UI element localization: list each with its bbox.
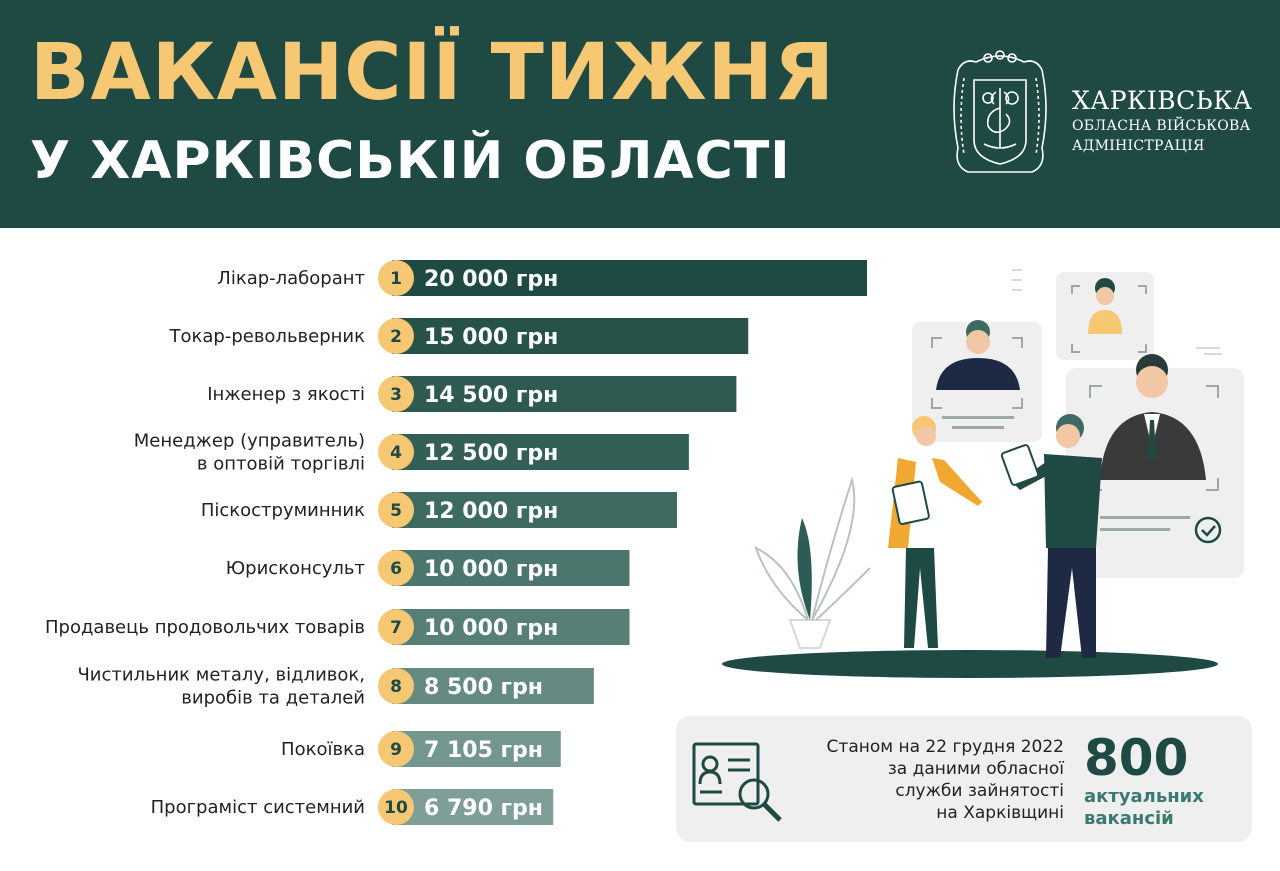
checkmark-icon bbox=[1194, 516, 1222, 544]
bar bbox=[392, 550, 630, 586]
bar-value-label: 12 000 грн bbox=[424, 499, 558, 524]
bar-value-label: 10 000 грн bbox=[424, 616, 558, 641]
rank-label: 9 bbox=[390, 740, 402, 760]
info-text-line: за даними обласної bbox=[887, 759, 1064, 779]
document-search-icon bbox=[692, 742, 782, 822]
category-label: Піскоструминник bbox=[201, 500, 365, 521]
bar-value-label: 14 500 грн bbox=[424, 383, 558, 408]
category-label-line: Продавець продовольчих товарів bbox=[45, 617, 365, 638]
vacancy-count-label-line1: актуальних bbox=[1084, 786, 1204, 807]
rank-label: 1 bbox=[390, 269, 402, 289]
category-label: Лікар-лаборант bbox=[217, 268, 365, 289]
vacancy-count-label-line2: вакансій bbox=[1084, 808, 1174, 829]
category-label: Менеджер (управитель) в оптовій торгівлі bbox=[134, 431, 365, 475]
rank-badge bbox=[378, 434, 414, 470]
recruiters-illustration bbox=[722, 269, 1244, 678]
profile-card-icon bbox=[1056, 272, 1154, 360]
rank-badge bbox=[378, 789, 414, 825]
bar bbox=[392, 376, 737, 412]
category-label: Покоївка bbox=[281, 739, 365, 760]
category-label-line: Юрисконсульт bbox=[226, 558, 365, 579]
org-name-line2: ОБЛАСНА ВІЙСЬКОВА bbox=[1072, 118, 1251, 134]
profile-card-icon bbox=[1066, 354, 1244, 578]
category-label-line: Лікар-лаборант bbox=[217, 268, 365, 289]
info-box: Станом на 22 грудня 2022 за даними облас… bbox=[676, 716, 1252, 842]
salary-bar-chart: 1 20 000 грн Лікар-лаборант 2 15 000 грн Тока… bbox=[45, 260, 867, 825]
rank-badge bbox=[378, 609, 414, 645]
rank-badge bbox=[378, 376, 414, 412]
rank-badge bbox=[378, 550, 414, 586]
category-label-line: виробів та деталей bbox=[181, 688, 365, 709]
bar-value-label: 6 790 грн bbox=[424, 796, 543, 821]
category-label-line: Покоївка bbox=[281, 739, 365, 760]
bar bbox=[392, 318, 749, 354]
bar bbox=[392, 434, 689, 470]
rank-badge bbox=[378, 492, 414, 528]
category-label-line: Програміст системний bbox=[151, 797, 365, 818]
header: ВАКАНСІЇ ТИЖНЯ У ХАРКІВСЬКІЙ ОБЛАСТІ ХАР… bbox=[0, 0, 1280, 228]
rank-label: 8 bbox=[390, 677, 402, 697]
coat-of-arms-icon bbox=[953, 50, 1047, 173]
rank-label: 5 bbox=[390, 501, 402, 521]
org-name: ХАРКІВСЬКА ОБЛАСНА ВІЙСЬКОВА АДМІНІСТРАЦ… bbox=[1072, 86, 1252, 156]
category-label-line: Токар-револьверник bbox=[168, 326, 365, 347]
info-text: Станом на 22 грудня 2022 за даними облас… bbox=[796, 736, 1064, 824]
bar bbox=[392, 609, 630, 645]
rank-label: 4 bbox=[390, 443, 402, 463]
vacancy-count-label: актуальних вакансій bbox=[1084, 786, 1204, 830]
category-label-line: в оптовій торгівлі bbox=[197, 454, 365, 475]
rank-badge bbox=[378, 731, 414, 767]
bar bbox=[392, 731, 561, 767]
bar-value-label: 12 500 грн bbox=[424, 441, 558, 466]
page-subtitle: У ХАРКІВСЬКІЙ ОБЛАСТІ bbox=[30, 131, 791, 191]
category-label-line: Піскоструминник bbox=[201, 500, 365, 521]
plant-icon bbox=[754, 476, 871, 649]
bar-value-label: 20 000 грн bbox=[424, 267, 558, 292]
vacancy-count: 800 bbox=[1084, 729, 1189, 787]
recruiters-icon bbox=[888, 414, 1102, 658]
category-label: Програміст системний bbox=[151, 797, 365, 818]
rank-badge bbox=[378, 668, 414, 704]
category-label: Продавець продовольчих товарів bbox=[45, 617, 365, 638]
category-label: Інженер з якості bbox=[207, 384, 365, 405]
category-label: Токар-револьверник bbox=[168, 326, 365, 347]
bar bbox=[392, 668, 594, 704]
info-text-line: Станом на 22 грудня 2022 bbox=[826, 737, 1064, 757]
org-name-line3: АДМІНІСТРАЦІЯ bbox=[1072, 138, 1205, 154]
category-label-line: Менеджер (управитель) bbox=[134, 431, 365, 452]
ground-shadow bbox=[722, 650, 1218, 678]
bar-value-label: 8 500 грн bbox=[424, 675, 543, 700]
org-name-line1: ХАРКІВСЬКА bbox=[1072, 86, 1253, 115]
category-label-line: Інженер з якості bbox=[207, 384, 365, 405]
rank-badge bbox=[378, 260, 414, 296]
rank-label: 2 bbox=[390, 327, 402, 347]
rank-label: 6 bbox=[390, 559, 402, 579]
bar-value-label: 15 000 грн bbox=[424, 325, 558, 350]
rank-label: 7 bbox=[390, 618, 402, 638]
page-title: ВАКАНСІЇ ТИЖНЯ bbox=[30, 28, 835, 118]
profile-card-icon bbox=[912, 320, 1042, 442]
rank-label: 10 bbox=[384, 798, 408, 818]
category-label: Чистильник металу, відливок, виробів та д… bbox=[77, 665, 365, 709]
info-text-line: служби зайнятості bbox=[895, 781, 1064, 801]
bar-value-label: 10 000 грн bbox=[424, 557, 558, 582]
info-text-line: на Харківщині bbox=[936, 803, 1064, 823]
category-label: Юрисконсульт bbox=[226, 558, 365, 579]
bar bbox=[392, 789, 554, 825]
bar-value-label: 7 105 грн bbox=[424, 738, 543, 763]
category-label-line: Чистильник металу, відливок, bbox=[77, 665, 365, 686]
bar bbox=[392, 492, 677, 528]
bar bbox=[392, 260, 867, 296]
rank-badge bbox=[378, 318, 414, 354]
rank-label: 3 bbox=[390, 385, 402, 405]
